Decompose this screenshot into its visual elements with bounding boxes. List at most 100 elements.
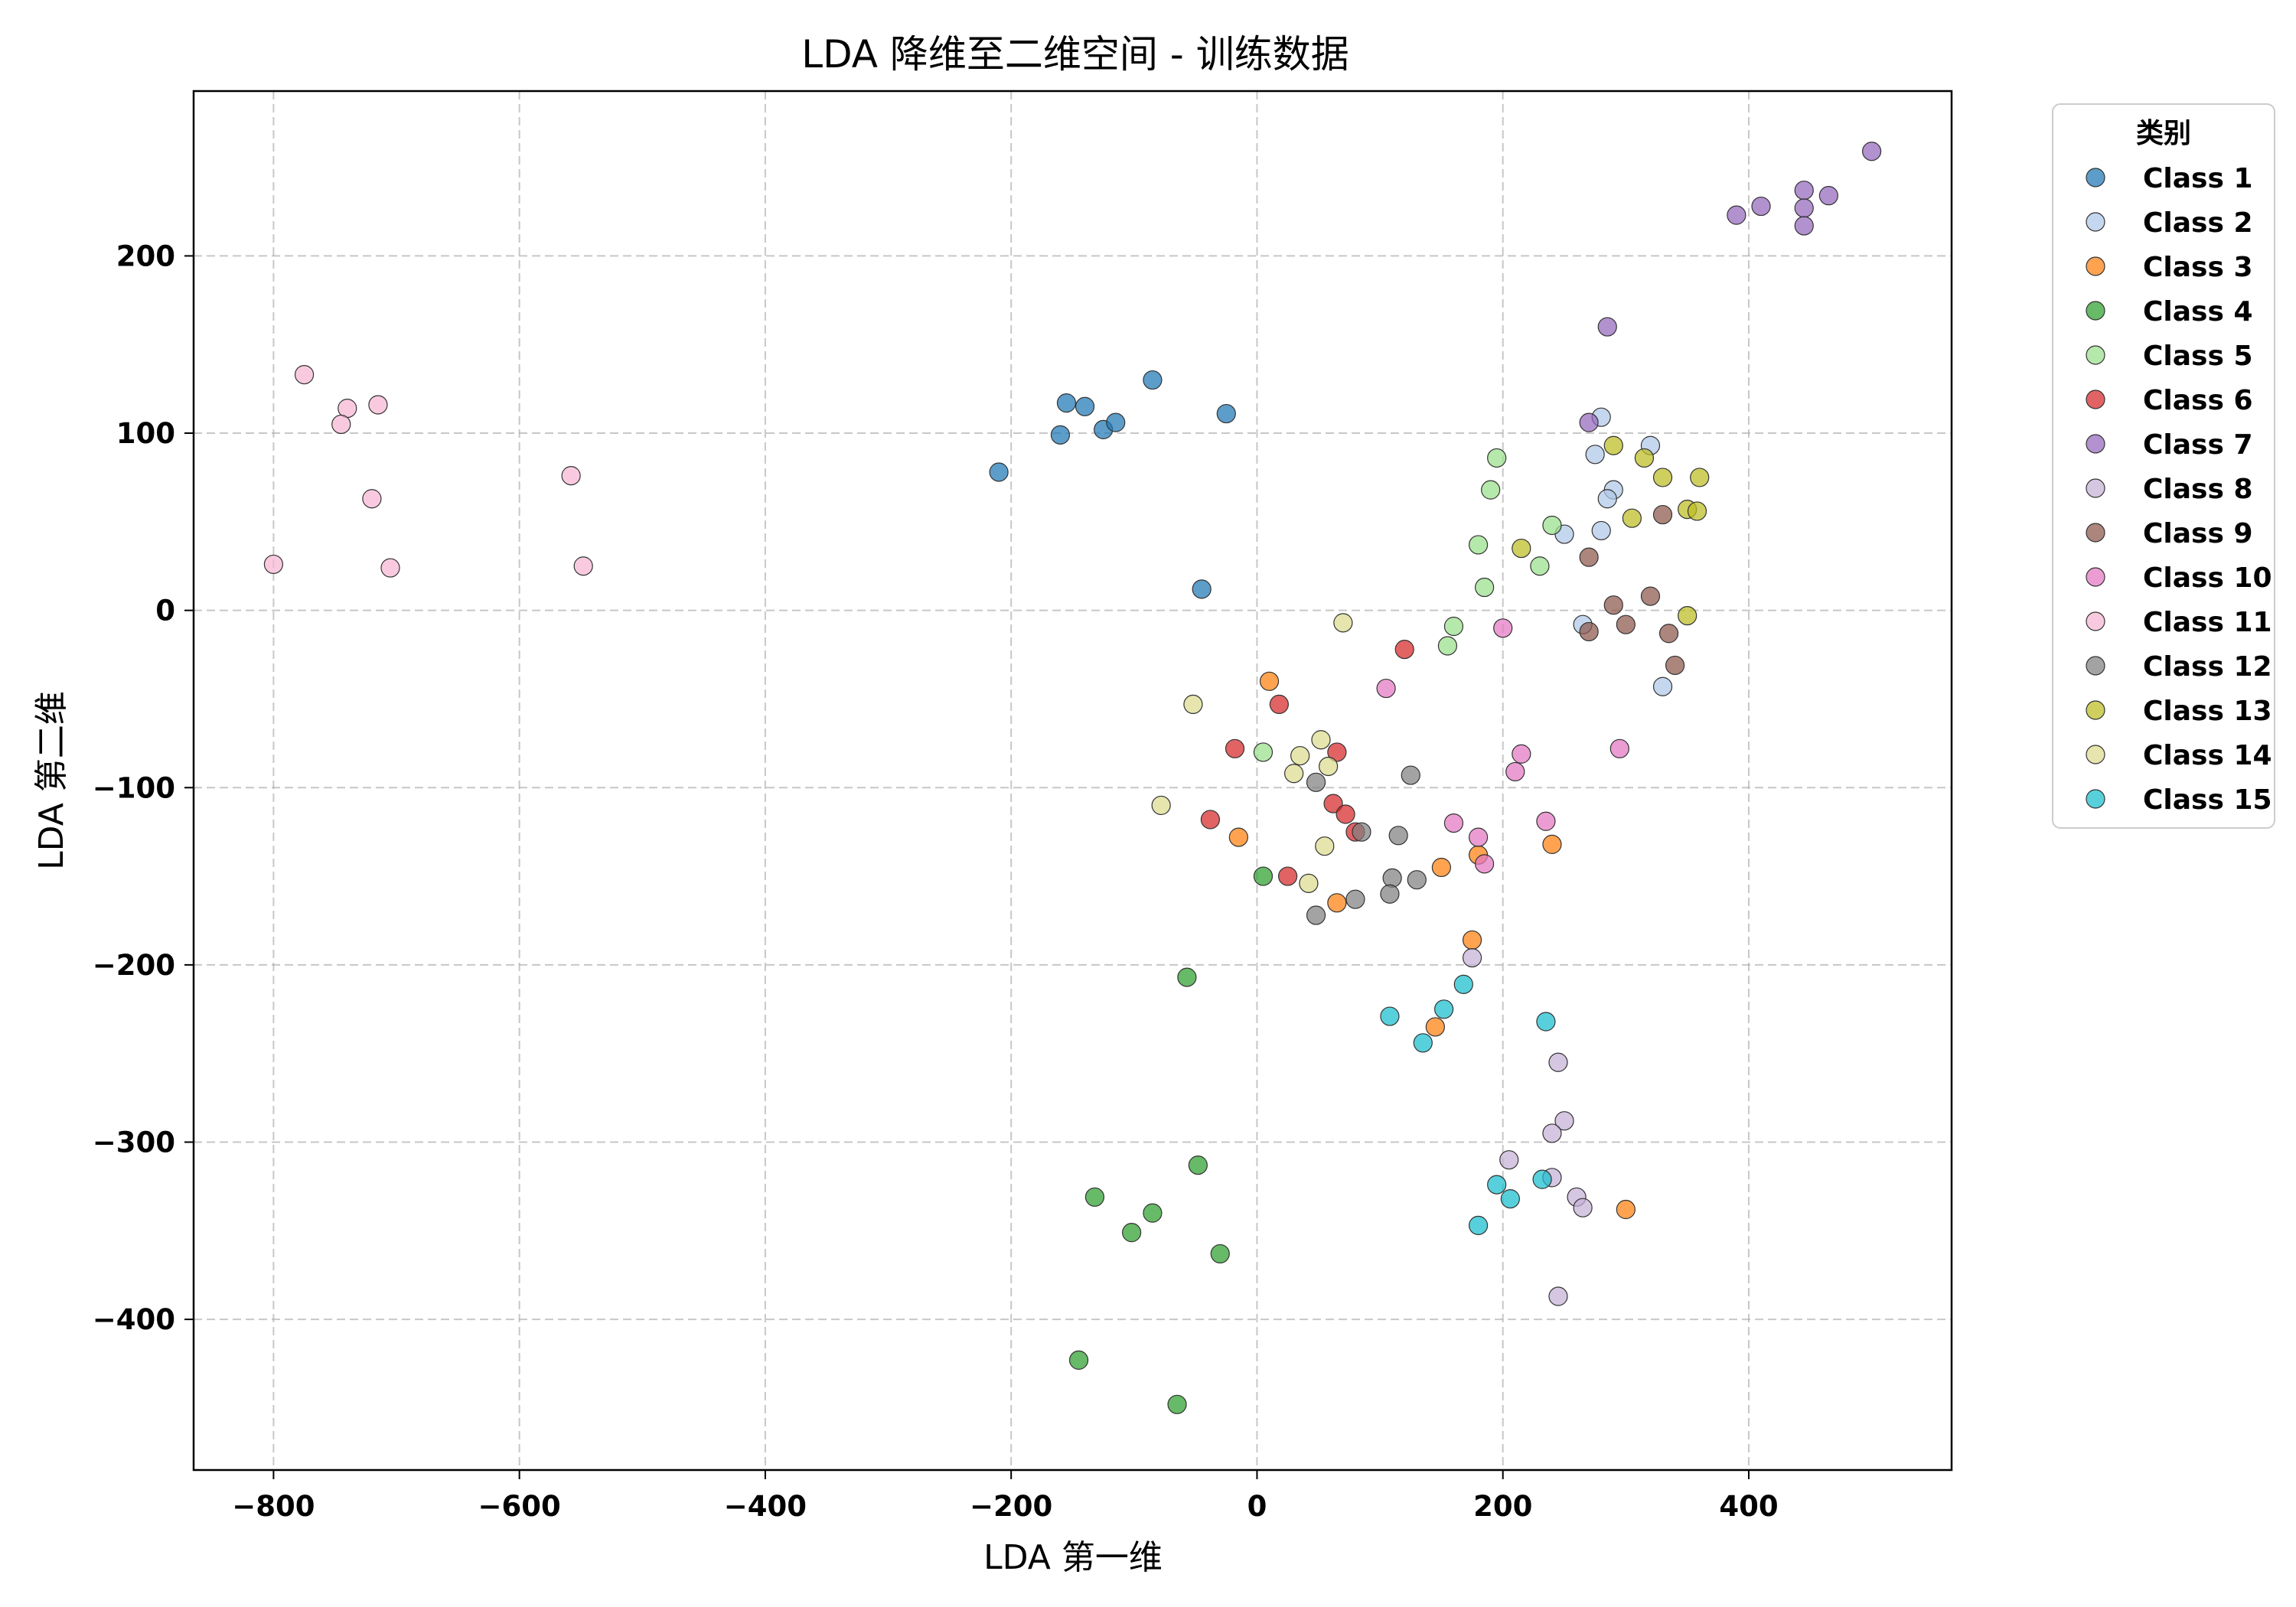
data-point-class-7 <box>1861 142 1882 161</box>
data-point-class-13 <box>1678 605 1698 626</box>
data-point-class-14 <box>1333 613 1353 633</box>
data-point-class-13 <box>1512 538 1531 559</box>
data-point-class-15 <box>1413 1033 1433 1053</box>
data-point-class-5 <box>1253 742 1274 762</box>
data-point-class-7 <box>1794 181 1814 200</box>
data-point-class-3 <box>1616 1199 1636 1220</box>
data-point-class-12 <box>1401 765 1420 785</box>
data-point-class-10 <box>1505 761 1525 782</box>
data-point-class-14 <box>1290 745 1310 766</box>
data-point-class-9 <box>1658 624 1679 644</box>
data-point-class-13 <box>1603 435 1623 455</box>
data-point-class-2 <box>1652 676 1673 696</box>
legend-marker-class-5 <box>2086 345 2105 365</box>
data-point-class-11 <box>362 489 382 509</box>
data-point-class-10 <box>1512 744 1531 764</box>
data-point-class-1 <box>1106 412 1126 432</box>
legend-label-class-12: Class 12 <box>2143 651 2272 683</box>
data-point-class-5 <box>1481 480 1501 500</box>
axis-ticks: −800 −600 −400 −200 0 200 400 −400 −300 −200 −100 0… <box>93 240 1779 1523</box>
data-point-class-15 <box>1500 1189 1520 1209</box>
data-point-class-2 <box>1585 445 1605 464</box>
data-point-class-9 <box>1579 547 1599 567</box>
data-point-class-3 <box>1259 671 1280 691</box>
data-point-class-15 <box>1453 974 1473 994</box>
data-point-class-11 <box>331 414 351 435</box>
data-point-class-11 <box>380 558 400 578</box>
data-point-class-13 <box>1652 468 1673 487</box>
data-point-class-15 <box>1380 1006 1400 1026</box>
data-point-class-11 <box>573 556 593 576</box>
data-point-class-10 <box>1468 827 1489 847</box>
legend-label-class-13: Class 13 <box>2143 696 2272 727</box>
legend-label-class-11: Class 11 <box>2143 607 2272 638</box>
data-point-class-13 <box>1622 508 1642 528</box>
data-point-class-4 <box>1068 1350 1089 1370</box>
x-tick-label: 200 <box>1473 1490 1532 1523</box>
data-point-class-12 <box>1407 870 1427 890</box>
data-point-class-10 <box>1493 618 1513 638</box>
legend-marker-class-6 <box>2086 390 2105 409</box>
data-point-class-9 <box>1616 614 1636 634</box>
data-point-class-7 <box>1727 205 1746 225</box>
legend-label-class-10: Class 10 <box>2143 562 2272 594</box>
data-point-class-8 <box>1542 1123 1562 1143</box>
y-tick-label: −400 <box>93 1303 175 1336</box>
x-tick-label: 0 <box>1247 1490 1267 1523</box>
legend-marker-class-3 <box>2086 256 2105 276</box>
data-point-class-13 <box>1690 468 1710 487</box>
legend-label-class-14: Class 14 <box>2143 740 2272 771</box>
data-point-class-1 <box>1050 425 1071 445</box>
data-point-class-12 <box>1306 772 1326 792</box>
data-point-class-11 <box>263 554 284 575</box>
data-point-class-1 <box>1056 393 1077 413</box>
legend-marker-class-2 <box>2086 212 2105 232</box>
data-point-class-9 <box>1665 655 1685 676</box>
data-point-class-1 <box>1216 403 1236 424</box>
data-point-class-4 <box>1167 1394 1187 1414</box>
data-point-class-7 <box>1751 196 1771 217</box>
data-point-class-10 <box>1443 813 1464 833</box>
data-point-class-7 <box>1597 317 1617 337</box>
data-point-class-1 <box>1143 370 1163 390</box>
data-point-class-4 <box>1253 866 1274 886</box>
data-point-class-6 <box>1394 640 1414 660</box>
x-tick-label: −600 <box>478 1490 561 1523</box>
data-point-class-6 <box>1323 794 1343 813</box>
x-axis-label: LDA 第一维 <box>983 1538 1163 1577</box>
legend-label-class-8: Class 8 <box>2143 474 2253 505</box>
x-tick-label: −800 <box>232 1490 315 1523</box>
data-point-class-6 <box>1278 866 1298 886</box>
legend-label-class-15: Class 15 <box>2143 784 2272 816</box>
data-point-class-14 <box>1315 836 1335 856</box>
data-point-class-11 <box>294 364 315 385</box>
y-tick-label: 200 <box>116 240 175 272</box>
data-point-class-5 <box>1443 616 1464 637</box>
y-axis-label: LDA 第二维 <box>32 691 71 870</box>
legend-marker-class-9 <box>2086 523 2105 543</box>
data-point-class-12 <box>1306 905 1326 925</box>
data-point-class-4 <box>1143 1203 1163 1223</box>
legend-label-class-7: Class 7 <box>2143 429 2253 461</box>
data-point-class-8 <box>1548 1286 1568 1306</box>
legend-entries: Class 1 Class 2 Class 3 Class 4 Class 5 Class… <box>2086 163 2272 816</box>
data-point-class-14 <box>1311 730 1331 750</box>
data-point-class-14 <box>1284 764 1304 784</box>
data-point-class-14 <box>1319 756 1339 777</box>
data-point-class-3 <box>1431 857 1451 878</box>
data-point-class-8 <box>1554 1111 1574 1131</box>
data-point-class-4 <box>1177 967 1197 987</box>
data-point-class-2 <box>1597 489 1617 509</box>
data-point-class-1 <box>989 462 1009 482</box>
data-point-class-5 <box>1530 556 1550 576</box>
legend-marker-class-10 <box>2086 567 2105 587</box>
data-points <box>263 142 1882 1414</box>
data-point-class-10 <box>1609 738 1629 758</box>
data-point-class-12 <box>1388 826 1408 846</box>
data-point-class-8 <box>1499 1150 1519 1170</box>
data-point-class-5 <box>1475 577 1495 598</box>
legend-label-class-6: Class 6 <box>2143 385 2253 416</box>
y-tick-label: −100 <box>93 771 175 804</box>
